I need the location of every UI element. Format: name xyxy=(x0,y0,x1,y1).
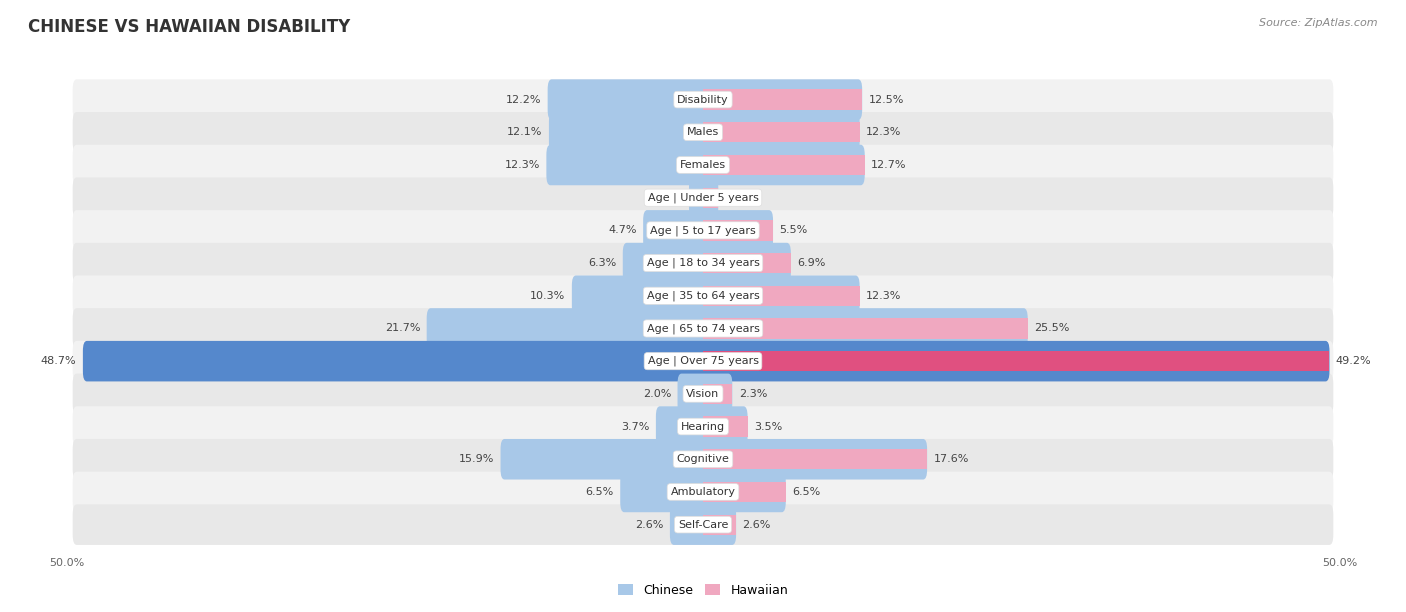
Bar xyxy=(703,89,862,110)
FancyBboxPatch shape xyxy=(643,210,773,251)
FancyBboxPatch shape xyxy=(83,341,1330,381)
Text: 25.5%: 25.5% xyxy=(1033,324,1070,334)
FancyBboxPatch shape xyxy=(73,275,1333,316)
FancyBboxPatch shape xyxy=(678,373,733,414)
Text: 2.6%: 2.6% xyxy=(636,520,664,529)
Text: 12.2%: 12.2% xyxy=(506,95,541,105)
Bar xyxy=(703,187,718,208)
FancyBboxPatch shape xyxy=(73,341,1333,381)
FancyBboxPatch shape xyxy=(73,439,1333,480)
FancyBboxPatch shape xyxy=(655,406,748,447)
FancyBboxPatch shape xyxy=(73,308,1333,349)
Text: 48.7%: 48.7% xyxy=(41,356,76,366)
Text: Self-Care: Self-Care xyxy=(678,520,728,529)
FancyBboxPatch shape xyxy=(73,144,1333,185)
Text: 12.3%: 12.3% xyxy=(866,127,901,137)
Text: 12.1%: 12.1% xyxy=(508,127,543,137)
Text: 2.6%: 2.6% xyxy=(742,520,770,529)
Text: 15.9%: 15.9% xyxy=(458,454,494,465)
Text: 49.2%: 49.2% xyxy=(1336,356,1371,366)
Text: Age | 18 to 34 years: Age | 18 to 34 years xyxy=(647,258,759,268)
Text: 4.7%: 4.7% xyxy=(609,225,637,236)
Bar xyxy=(703,122,859,143)
Text: 10.3%: 10.3% xyxy=(530,291,565,300)
FancyBboxPatch shape xyxy=(669,504,737,545)
Bar xyxy=(703,220,773,241)
Text: 12.3%: 12.3% xyxy=(505,160,540,170)
Bar xyxy=(703,482,786,502)
Text: Disability: Disability xyxy=(678,95,728,105)
FancyBboxPatch shape xyxy=(73,406,1333,447)
FancyBboxPatch shape xyxy=(547,144,865,185)
Text: 6.5%: 6.5% xyxy=(586,487,614,497)
Text: 12.7%: 12.7% xyxy=(872,160,907,170)
Text: 2.0%: 2.0% xyxy=(643,389,671,399)
Text: 6.3%: 6.3% xyxy=(588,258,616,268)
Text: Age | Under 5 years: Age | Under 5 years xyxy=(648,192,758,203)
FancyBboxPatch shape xyxy=(548,80,862,120)
Bar xyxy=(703,515,737,535)
Text: Age | 35 to 64 years: Age | 35 to 64 years xyxy=(647,291,759,301)
Text: 12.3%: 12.3% xyxy=(866,291,901,300)
FancyBboxPatch shape xyxy=(73,373,1333,414)
Bar xyxy=(703,286,859,306)
Text: Age | 65 to 74 years: Age | 65 to 74 years xyxy=(647,323,759,334)
FancyBboxPatch shape xyxy=(426,308,1028,349)
Bar xyxy=(703,384,733,404)
Text: Age | 5 to 17 years: Age | 5 to 17 years xyxy=(650,225,756,236)
Text: 1.1%: 1.1% xyxy=(654,193,683,203)
Text: 21.7%: 21.7% xyxy=(385,324,420,334)
FancyBboxPatch shape xyxy=(620,472,786,512)
Text: Ambulatory: Ambulatory xyxy=(671,487,735,497)
FancyBboxPatch shape xyxy=(623,243,790,283)
FancyBboxPatch shape xyxy=(501,439,927,480)
Bar xyxy=(703,318,1028,338)
Text: 6.9%: 6.9% xyxy=(797,258,825,268)
Text: Females: Females xyxy=(681,160,725,170)
Text: 3.5%: 3.5% xyxy=(754,422,782,431)
Text: Cognitive: Cognitive xyxy=(676,454,730,465)
FancyBboxPatch shape xyxy=(548,112,859,152)
Bar xyxy=(703,155,865,175)
Text: Males: Males xyxy=(688,127,718,137)
Text: Hearing: Hearing xyxy=(681,422,725,431)
Text: Age | Over 75 years: Age | Over 75 years xyxy=(648,356,758,367)
FancyBboxPatch shape xyxy=(73,504,1333,545)
FancyBboxPatch shape xyxy=(73,210,1333,251)
Text: CHINESE VS HAWAIIAN DISABILITY: CHINESE VS HAWAIIAN DISABILITY xyxy=(28,18,350,36)
FancyBboxPatch shape xyxy=(73,472,1333,512)
Text: 3.7%: 3.7% xyxy=(621,422,650,431)
FancyBboxPatch shape xyxy=(572,275,859,316)
Text: 1.2%: 1.2% xyxy=(724,193,754,203)
Text: 12.5%: 12.5% xyxy=(869,95,904,105)
Text: Source: ZipAtlas.com: Source: ZipAtlas.com xyxy=(1260,18,1378,28)
Text: 6.5%: 6.5% xyxy=(792,487,820,497)
Bar xyxy=(703,351,1330,371)
Text: 17.6%: 17.6% xyxy=(934,454,969,465)
FancyBboxPatch shape xyxy=(73,80,1333,120)
FancyBboxPatch shape xyxy=(73,243,1333,283)
Bar xyxy=(703,253,790,273)
FancyBboxPatch shape xyxy=(73,177,1333,218)
Bar xyxy=(703,449,927,469)
FancyBboxPatch shape xyxy=(73,112,1333,152)
FancyBboxPatch shape xyxy=(689,177,718,218)
Text: Vision: Vision xyxy=(686,389,720,399)
Legend: Chinese, Hawaiian: Chinese, Hawaiian xyxy=(613,579,793,602)
Text: 2.3%: 2.3% xyxy=(738,389,768,399)
Bar xyxy=(703,416,748,437)
Text: 5.5%: 5.5% xyxy=(779,225,807,236)
